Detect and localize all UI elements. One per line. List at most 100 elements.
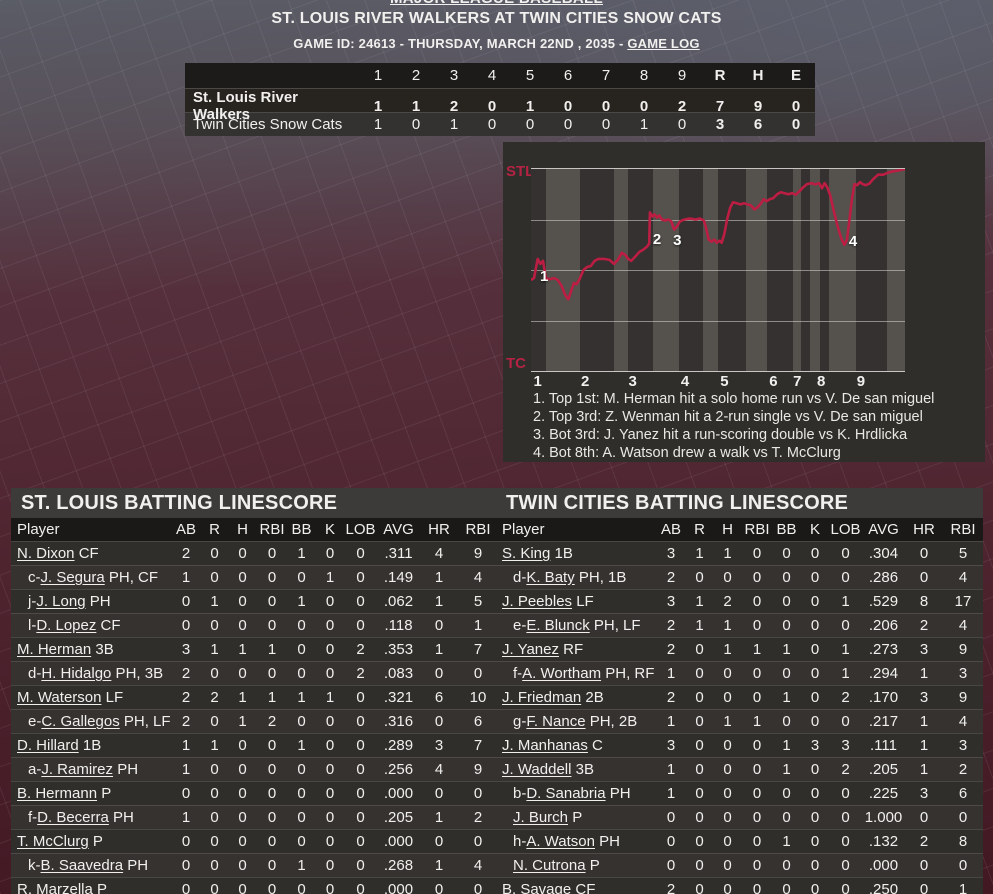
stat-cell: 4 — [473, 569, 483, 586]
stat-cell: 0 — [958, 857, 968, 874]
stat-cell: .000 — [383, 833, 414, 850]
stat-cell: 0 — [238, 857, 247, 874]
stat-cell: 0 — [267, 809, 277, 826]
stat-cell: .132 — [868, 833, 899, 850]
player-name-link[interactable]: B. Savage — [502, 881, 572, 894]
player-name-link[interactable]: J. Long — [36, 593, 86, 610]
player-name-link[interactable]: B. Saavedra — [40, 857, 124, 874]
inning-runs-cell: 1 — [373, 97, 383, 115]
player-position: 1B — [550, 545, 573, 562]
player-row: S. King 1B 3 1 1 0 0 0 0 .304 0 5 — [496, 541, 983, 565]
player-name-link[interactable]: C. Gallegos — [41, 713, 120, 730]
player-name-link[interactable]: A. Wortham — [522, 665, 602, 682]
matchup-title: ST. LOUIS RIVER WALKERS AT TWIN CITIES S… — [271, 10, 722, 27]
stat-cell: .289 — [383, 737, 414, 754]
linescore-header-cell: 4 — [487, 67, 497, 84]
player-position: PH, CF — [104, 569, 159, 586]
game-info-text: GAME ID: 24613 - THURSDAY, MARCH 22ND , … — [293, 36, 628, 51]
player-name-link[interactable]: B. Hermann — [17, 785, 98, 802]
substitution-prefix: c- — [28, 569, 41, 586]
stat-cell: 0 — [434, 713, 444, 730]
player-name-link[interactable]: D. Becerra — [37, 809, 109, 826]
player-name-link[interactable]: D. Lopez — [36, 617, 97, 634]
player-name-link[interactable]: K. Baty — [526, 569, 575, 586]
batting-header-row: Player AB R H RBI BB K LOB AVG HR RBI — [496, 518, 983, 541]
game-log-link[interactable]: GAME LOG — [627, 36, 700, 51]
stat-cell: 0 — [356, 545, 365, 562]
stat-cell: 1 — [782, 689, 791, 706]
stat-cell: 0 — [297, 713, 306, 730]
stat-cell: 0 — [841, 569, 850, 586]
stat-cell: 2 — [666, 881, 676, 894]
player-name-link[interactable]: F. Nance — [526, 713, 586, 730]
player-name-link[interactable]: J. Manhanas — [502, 737, 588, 754]
stat-cell: 17 — [954, 593, 972, 610]
stat-cell: 0 — [238, 881, 247, 894]
player-name-link[interactable]: J. Segura — [40, 569, 105, 586]
stat-cell: 0 — [356, 785, 365, 802]
player-cell: h-A. Watson PH — [496, 833, 656, 850]
player-row: R. Marzella P 0 0 0 0 0 0 0 .000 0 0 — [11, 877, 498, 894]
stat-cell: 0 — [297, 569, 306, 586]
player-name-link[interactable]: R. Marzella — [17, 881, 93, 894]
player-name-link[interactable]: H. Hidalgo — [41, 665, 112, 682]
stat-cell: 1 — [919, 737, 929, 754]
player-name-link[interactable]: T. McClurg — [17, 833, 89, 850]
event-marker-label: 1 — [540, 268, 549, 285]
stat-cell: 0 — [752, 833, 762, 850]
stat-cell: .000 — [383, 881, 414, 894]
player-name-link[interactable]: A. Watson — [526, 833, 595, 850]
player-name-link[interactable]: E. Blunck — [526, 617, 590, 634]
batting-column-header: BB — [776, 521, 797, 538]
stat-cell: 9 — [473, 761, 483, 778]
stat-cell: 3 — [434, 737, 444, 754]
stat-cell: 0 — [434, 617, 444, 634]
player-position: P — [585, 857, 600, 874]
x-axis-inning-label: 4 — [680, 373, 690, 390]
event-marker-label: 2 — [652, 231, 662, 248]
stat-cell: 0 — [841, 833, 850, 850]
substitution-prefix: a- — [28, 761, 42, 778]
stat-cell: 5 — [958, 545, 968, 562]
batting-column-header: AVG — [383, 521, 414, 538]
player-position: PH — [85, 593, 111, 610]
player-name-link[interactable]: D. Sanabria — [526, 785, 606, 802]
player-name-link[interactable]: J. Yanez — [502, 641, 559, 658]
stat-cell: 1 — [666, 761, 676, 778]
chart-note-line: 2. Top 3rd: Z. Wenman hit a 2-run single… — [533, 409, 923, 425]
player-position: PH — [113, 761, 139, 778]
stat-cell: 0 — [210, 617, 219, 634]
player-name-link[interactable]: S. King — [502, 545, 551, 562]
player-name-link[interactable]: M. Herman — [17, 641, 92, 658]
stat-cell: 0 — [356, 689, 365, 706]
league-title[interactable]: MAJOR LEAGUE BASEBALL — [0, 0, 993, 7]
stat-cell: 0 — [723, 665, 732, 682]
stat-cell: 0 — [434, 833, 444, 850]
stat-cell: 0 — [841, 713, 850, 730]
stat-cell: 1 — [181, 737, 191, 754]
stat-cell: 0 — [181, 881, 191, 894]
stat-cell: 1 — [181, 809, 191, 826]
player-name-link[interactable]: J. Waddell — [502, 761, 572, 778]
stat-cell: 10 — [469, 689, 487, 706]
substitution-prefix: f- — [513, 665, 523, 682]
player-position: RF — [558, 641, 584, 658]
player-name-link[interactable]: J. Ramirez — [41, 761, 114, 778]
player-name-link[interactable]: J. Peebles — [502, 593, 573, 610]
stat-cell: 0 — [325, 617, 335, 634]
player-position: P — [88, 833, 103, 850]
player-name-link[interactable]: N. Dixon — [17, 545, 75, 562]
stat-cell: 1 — [238, 713, 247, 730]
player-name-link[interactable]: M. Waterson — [17, 689, 102, 706]
player-name-link[interactable]: J. Friedman — [502, 689, 582, 706]
player-name-link[interactable]: N. Cutrona — [513, 857, 586, 874]
stat-cell: .205 — [383, 809, 414, 826]
player-cell: d-H. Hidalgo PH, 3B — [11, 665, 171, 682]
player-row: T. McClurg P 0 0 0 0 0 0 0 .000 0 0 — [11, 829, 498, 853]
stat-cell: 0 — [810, 689, 820, 706]
player-name-link[interactable]: D. Hillard — [17, 737, 79, 754]
linescore-team-name: St. Louis River Walkers — [193, 89, 299, 123]
player-name-link[interactable]: J. Burch — [513, 809, 569, 826]
stat-cell: 1 — [297, 593, 306, 610]
player-cell: J. Waddell 3B — [496, 761, 656, 778]
